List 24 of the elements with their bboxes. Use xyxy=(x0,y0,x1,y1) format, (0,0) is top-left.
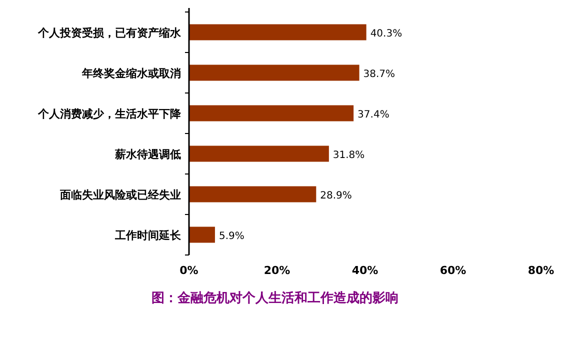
x-tick-label: 40% xyxy=(352,264,378,277)
bar xyxy=(189,146,329,162)
bar xyxy=(189,226,215,243)
data-label: 40.3% xyxy=(370,28,402,40)
y-tick-label: 面临失业风险或已经失业 xyxy=(59,188,181,202)
data-label: 5.9% xyxy=(218,230,244,242)
data-label: 28.9% xyxy=(320,190,352,202)
bar xyxy=(189,24,366,40)
bar xyxy=(189,64,360,81)
y-tick-label: 年终奖金缩水或取消 xyxy=(81,66,181,80)
y-tick-label: 个人投资受损，已有资产缩水 xyxy=(37,26,182,40)
x-tick-label: 0% xyxy=(180,264,198,277)
data-label: 31.8% xyxy=(332,150,365,161)
bar xyxy=(189,105,354,122)
bar xyxy=(189,186,316,202)
data-label: 37.4% xyxy=(358,109,390,120)
text: 图：金融危机对个人生活和工作造成的影响 xyxy=(152,290,398,306)
x-tick-label: 80% xyxy=(528,264,554,277)
y-tick-label: 薪水待遇调低 xyxy=(114,148,181,161)
x-tick-label: 20% xyxy=(264,264,290,277)
data-label: 38.7% xyxy=(363,68,396,80)
y-tick-label: 工作时间延长 xyxy=(114,228,182,242)
x-tick-label: 60% xyxy=(440,264,466,277)
y-tick-label: 个人消费减少，生活水平下降 xyxy=(37,107,182,120)
